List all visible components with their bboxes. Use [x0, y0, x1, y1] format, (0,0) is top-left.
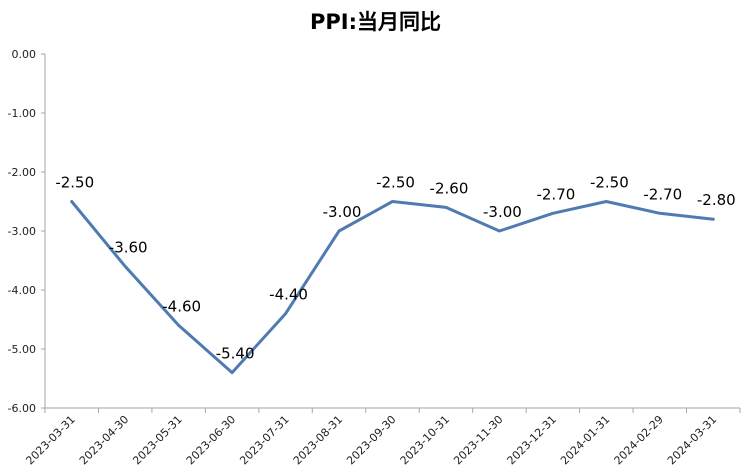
series-line: [70, 200, 715, 375]
data-label: -2.50: [590, 174, 629, 192]
chart-title: PPI:当月同比: [310, 10, 441, 34]
x-tick-label: 2023-04-30: [77, 413, 131, 467]
data-label: -2.50: [55, 174, 94, 192]
data-label: -2.70: [643, 185, 682, 203]
x-tick-label: 2023-07-31: [237, 413, 291, 467]
x-axis-ticks: 2023-03-31 2023-04-30 2023-05-31 2023-06-30…: [23, 408, 741, 467]
data-label: -2.60: [430, 179, 469, 197]
y-tick-label: -6.00: [8, 402, 36, 415]
y-tick-label: -5.00: [8, 343, 36, 356]
x-tick-label: 2023-11-30: [451, 413, 505, 467]
data-label: -5.40: [216, 345, 255, 363]
x-tick-label: 2023-03-31: [23, 413, 77, 467]
data-label: -2.70: [536, 185, 575, 203]
x-tick-label: 2023-06-30: [184, 413, 238, 467]
y-tick-label: -1.00: [8, 107, 36, 120]
data-label: -2.50: [376, 174, 415, 192]
x-tick-label: 2024-02-29: [612, 413, 666, 467]
x-tick-label: 2023-08-31: [291, 413, 345, 467]
x-tick-label: 2024-01-31: [558, 413, 612, 467]
y-axis-ticks: 0.00 -1.00 -2.00 -3.00 -4.00 -5.00 -6.00: [8, 48, 45, 415]
x-tick-label: 2023-10-31: [398, 413, 452, 467]
data-label: -3.60: [109, 238, 148, 256]
data-label: -4.60: [162, 297, 201, 315]
data-label: -3.00: [483, 203, 522, 221]
x-tick-label: 2023-05-31: [130, 413, 184, 467]
y-tick-label: -2.00: [8, 166, 36, 179]
x-tick-label: 2023-09-30: [344, 413, 398, 467]
y-tick-label: -3.00: [8, 225, 36, 238]
data-labels: -2.50 -3.60 -4.60 -5.40 -4.40 -3.00 -2.50 -2.60…: [55, 174, 735, 363]
y-tick-label: -4.00: [8, 284, 36, 297]
data-label: -2.80: [697, 191, 736, 209]
data-label: -4.40: [269, 286, 308, 304]
data-label: -3.00: [323, 203, 362, 221]
x-tick-label: 2023-12-31: [505, 413, 559, 467]
y-tick-label: 0.00: [12, 48, 37, 61]
x-tick-label: 2024-03-31: [665, 413, 719, 467]
